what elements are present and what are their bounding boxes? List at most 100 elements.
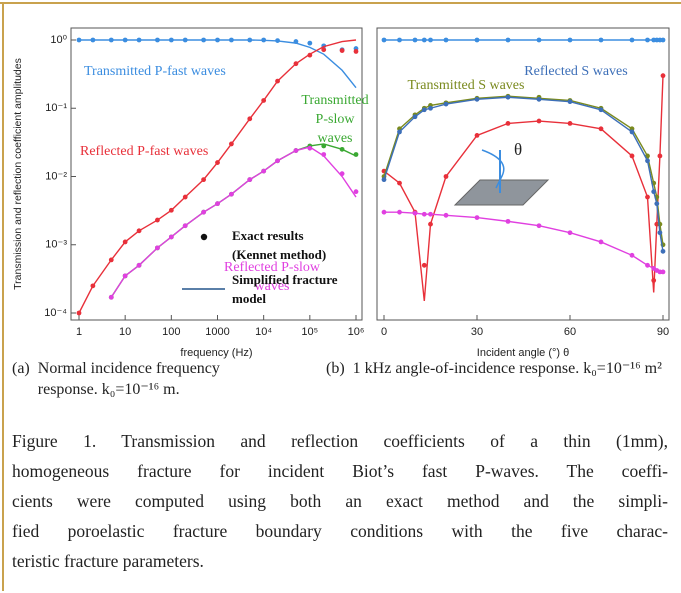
subcaption-label: (b)	[326, 360, 345, 377]
exact-dot	[505, 120, 511, 126]
caption-line: teristic fracture parameters.	[12, 551, 204, 571]
y-tick-label: 10⁻²	[45, 170, 67, 182]
x-tick-label: 1000	[205, 326, 229, 338]
subcaption: (a) Normal incidence frequency response.…	[12, 358, 312, 400]
exact-dot	[228, 141, 234, 147]
exact-dot	[660, 269, 666, 275]
exact-dot	[443, 37, 449, 43]
exact-dot	[293, 39, 299, 44]
exact-dot	[339, 48, 345, 53]
exact-dot	[412, 210, 418, 216]
exact-dot	[275, 158, 280, 164]
caption-line: homogeneous fracture for incident Biot’s…	[12, 461, 668, 481]
subcaption-text: 1 kHz angle-of-incidence response. k₀=10…	[352, 360, 662, 377]
exact-dot	[645, 194, 650, 200]
inset-ray	[481, 149, 505, 189]
exact-dot	[505, 94, 511, 100]
exact-dot	[629, 37, 635, 43]
exact-dot	[598, 126, 604, 132]
exact-dot	[397, 129, 402, 135]
exact-dot	[660, 248, 666, 254]
figure: 1 10 100 1000 10⁴ 10⁵ 10⁶ 10⁰ 10⁻¹ 10⁻² 10⁻³ 10⁻⁴ fr…	[12, 27, 670, 359]
exact-dot	[136, 262, 142, 268]
exact-dot	[182, 223, 188, 229]
y-tick-label: 10⁻³	[45, 239, 67, 251]
exact-dot	[421, 262, 427, 268]
x-tick-label: 60	[564, 326, 576, 338]
exact-dot	[412, 114, 418, 120]
x-tick-label: 1	[76, 326, 82, 338]
exact-dot	[567, 99, 573, 105]
exact-dot	[421, 37, 427, 43]
exact-dot	[136, 228, 142, 234]
exact-dot	[76, 310, 82, 316]
x-tick-label: 90	[657, 326, 669, 338]
y-tick-label: 10⁻⁴	[44, 307, 67, 319]
exact-dot	[155, 37, 160, 43]
subcaption-text: Normal incidence frequency response. k₀=…	[37, 360, 220, 398]
exact-dot	[228, 191, 234, 197]
exact-dot	[353, 49, 359, 54]
exact-dot	[657, 230, 663, 236]
y-axis-label: Transmission and reflection coefficient …	[12, 58, 24, 290]
exact-dot	[397, 37, 402, 43]
exact-dot	[421, 211, 427, 217]
x-tick-label: 10	[119, 326, 131, 338]
x-axis-label: frequency (Hz)	[180, 347, 252, 359]
exact-dot	[651, 189, 657, 195]
exact-dot	[122, 37, 128, 43]
caption-line: Figure 1. Transmission and reflection co…	[12, 431, 668, 451]
exact-dot	[660, 37, 666, 43]
caption-line: cients were computed using both an exact…	[12, 491, 668, 511]
exact-dot	[307, 145, 313, 151]
exact-dot	[307, 40, 313, 46]
exact-dot	[629, 153, 635, 159]
series-label: Transmitted S waves	[408, 78, 525, 93]
x-axis-label: Incident angle (°) θ	[477, 347, 569, 359]
exact-dot	[536, 96, 542, 102]
exact-dot	[247, 116, 253, 122]
exact-dot	[215, 160, 220, 165]
exact-dot	[629, 252, 635, 258]
exact-dot	[275, 38, 280, 43]
exact-dot	[657, 153, 663, 159]
exact-dot	[275, 78, 280, 84]
exact-dot	[122, 239, 128, 245]
subcaption-label: (a)	[12, 360, 30, 377]
exact-dot	[201, 209, 207, 215]
exact-dot	[428, 221, 433, 227]
exact-dot	[428, 37, 433, 43]
exact-dot	[505, 37, 511, 43]
exact-dot	[339, 171, 345, 177]
exact-dot	[536, 118, 542, 124]
exact-dot	[567, 37, 573, 43]
exact-dot	[474, 37, 480, 43]
exact-dot	[443, 212, 449, 218]
exact-dot	[598, 107, 604, 113]
exact-dot	[182, 37, 188, 43]
exact-dot	[122, 273, 128, 279]
series-label: Transmitted P-fast waves	[84, 64, 226, 79]
exact-dot	[108, 257, 114, 263]
series-label: Reflected S waves	[524, 64, 627, 79]
exact-dot	[474, 133, 480, 138]
border	[2, 2, 4, 591]
exact-dot	[651, 278, 657, 283]
plot-frame	[70, 27, 363, 321]
exact-dot	[381, 177, 387, 183]
legend-dot	[200, 233, 208, 241]
y-tick-label: 10⁻¹	[45, 102, 67, 114]
exact-dot	[215, 201, 220, 207]
exact-dot	[660, 73, 666, 79]
exact-dot	[353, 189, 359, 195]
exact-dot	[443, 101, 449, 107]
exact-dot	[321, 152, 327, 157]
series-line	[384, 211, 663, 273]
x-tick-label: 10⁶	[348, 326, 365, 338]
exact-dot	[261, 168, 267, 174]
x-tick-label: 0	[381, 326, 387, 338]
exact-dot	[321, 47, 327, 53]
exact-dot	[108, 294, 114, 300]
exact-dot	[168, 207, 174, 213]
